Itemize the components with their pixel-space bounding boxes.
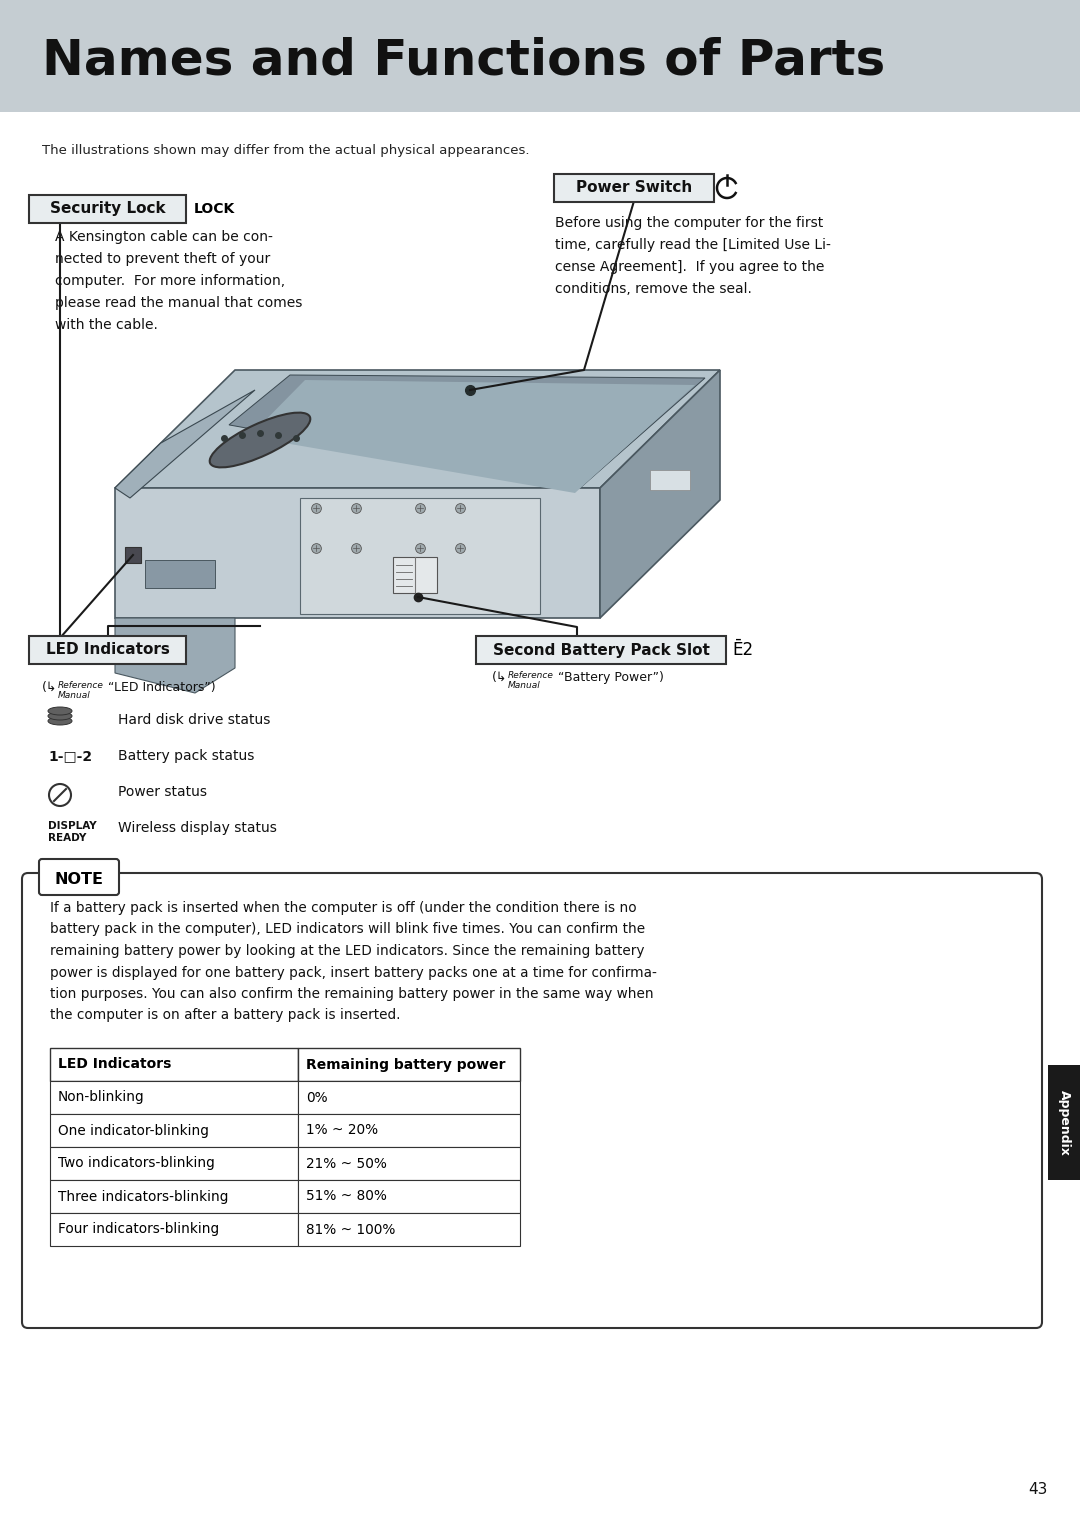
Bar [50,1180,298,1212]
Text: computer.  For more information,: computer. For more information, [55,274,285,287]
Bar [298,1147,519,1180]
Ellipse shape [210,413,310,468]
FancyBboxPatch shape [476,636,726,664]
Bar [298,1115,519,1147]
Text: cense Agreement].  If you agree to the: cense Agreement]. If you agree to the [555,260,824,274]
Polygon shape [600,370,720,618]
Text: Names and Functions of Parts: Names and Functions of Parts [42,37,886,84]
FancyBboxPatch shape [554,174,714,202]
Polygon shape [114,370,720,488]
Text: LOCK: LOCK [194,202,235,216]
Bar [50,1115,298,1147]
Text: Power Switch: Power Switch [576,180,692,196]
Text: The illustrations shown may differ from the actual physical appearances.: The illustrations shown may differ from … [42,144,529,157]
Text: (↳: (↳ [42,680,57,694]
Polygon shape [249,381,696,492]
Text: If a battery pack is inserted when the computer is off (under the condition ther: If a battery pack is inserted when the c… [50,901,636,914]
Bar [50,1212,298,1246]
Text: Security Lock: Security Lock [50,202,165,217]
Text: 81% ~ 100%: 81% ~ 100% [306,1223,395,1237]
FancyBboxPatch shape [29,196,186,223]
Text: READY: READY [48,833,86,842]
Text: DISPLAY: DISPLAY [48,821,96,830]
Text: 21% ~ 50%: 21% ~ 50% [306,1156,387,1171]
Text: power is displayed for one battery pack, insert battery packs one at a time for : power is displayed for one battery pack,… [50,965,657,980]
Text: please read the manual that comes: please read the manual that comes [55,297,302,310]
Text: 1-□-2: 1-□-2 [48,749,92,763]
Text: One indicator-blinking: One indicator-blinking [58,1124,208,1138]
Bar [298,1047,519,1081]
Polygon shape [229,375,705,488]
Bar [298,1212,519,1246]
FancyBboxPatch shape [39,859,119,894]
Text: Remaining battery power: Remaining battery power [306,1058,505,1072]
Bar [300,498,540,615]
Text: 1% ~ 20%: 1% ~ 20% [306,1124,378,1138]
Text: Power status: Power status [118,784,207,800]
Text: Manual: Manual [508,680,541,690]
Text: LED Indicators: LED Indicators [45,642,170,657]
Bar [50,1147,298,1180]
Text: the computer is on after a battery pack is inserted.: the computer is on after a battery pack … [50,1009,401,1023]
Text: Appendix: Appendix [1057,1090,1070,1156]
FancyBboxPatch shape [22,873,1042,1329]
Text: Non-blinking: Non-blinking [58,1090,145,1104]
Text: battery pack in the computer), LED indicators will blink five times. You can con: battery pack in the computer), LED indic… [50,922,645,936]
Ellipse shape [48,717,72,725]
Text: (↳: (↳ [492,671,508,683]
Text: Battery pack status: Battery pack status [118,749,255,763]
Text: LED Indicators: LED Indicators [58,1058,172,1072]
Bar [145,560,215,589]
Text: Hard disk drive status: Hard disk drive status [118,713,270,726]
Text: Four indicators-blinking: Four indicators-blinking [58,1223,219,1237]
Bar [650,469,690,489]
Text: 0%: 0% [306,1090,327,1104]
Text: Ē2: Ē2 [732,641,753,659]
Ellipse shape [48,706,72,716]
FancyBboxPatch shape [29,636,186,664]
Text: Before using the computer for the first: Before using the computer for the first [555,216,823,229]
Text: Reference: Reference [508,671,554,680]
Bar [393,557,437,593]
Text: tion purposes. You can also confirm the remaining battery power in the same way : tion purposes. You can also confirm the … [50,988,653,1001]
Text: nected to prevent theft of your: nected to prevent theft of your [55,252,270,266]
Text: NOTE: NOTE [54,872,104,887]
Text: Reference: Reference [58,680,104,690]
Text: 43: 43 [1028,1482,1048,1497]
Text: A Kensington cable can be con-: A Kensington cable can be con- [55,229,273,245]
Text: remaining battery power by looking at the LED indicators. Since the remaining ba: remaining battery power by looking at th… [50,943,645,959]
Ellipse shape [48,713,72,720]
Polygon shape [114,390,255,498]
Text: conditions, remove the seal.: conditions, remove the seal. [555,281,752,297]
Text: Manual: Manual [58,691,91,700]
Bar [298,1081,519,1115]
Polygon shape [114,488,600,618]
Bar [125,547,141,563]
Text: 51% ~ 80%: 51% ~ 80% [306,1190,387,1203]
Text: “Battery Power”): “Battery Power”) [550,671,664,683]
Bar [1048,1066,1080,1180]
Text: Second Battery Pack Slot: Second Battery Pack Slot [492,642,710,657]
Bar [298,1180,519,1212]
Text: Three indicators-blinking: Three indicators-blinking [58,1190,228,1203]
Bar [50,1047,298,1081]
Text: Wireless display status: Wireless display status [118,821,276,835]
Text: with the cable.: with the cable. [55,318,158,332]
Text: “LED Indicators”): “LED Indicators”) [100,680,216,694]
Polygon shape [114,618,235,693]
Bar [50,1081,298,1115]
Bar [0,0,1080,112]
Text: time, carefully read the [Limited Use Li-: time, carefully read the [Limited Use Li… [555,239,831,252]
Text: Two indicators-blinking: Two indicators-blinking [58,1156,215,1171]
